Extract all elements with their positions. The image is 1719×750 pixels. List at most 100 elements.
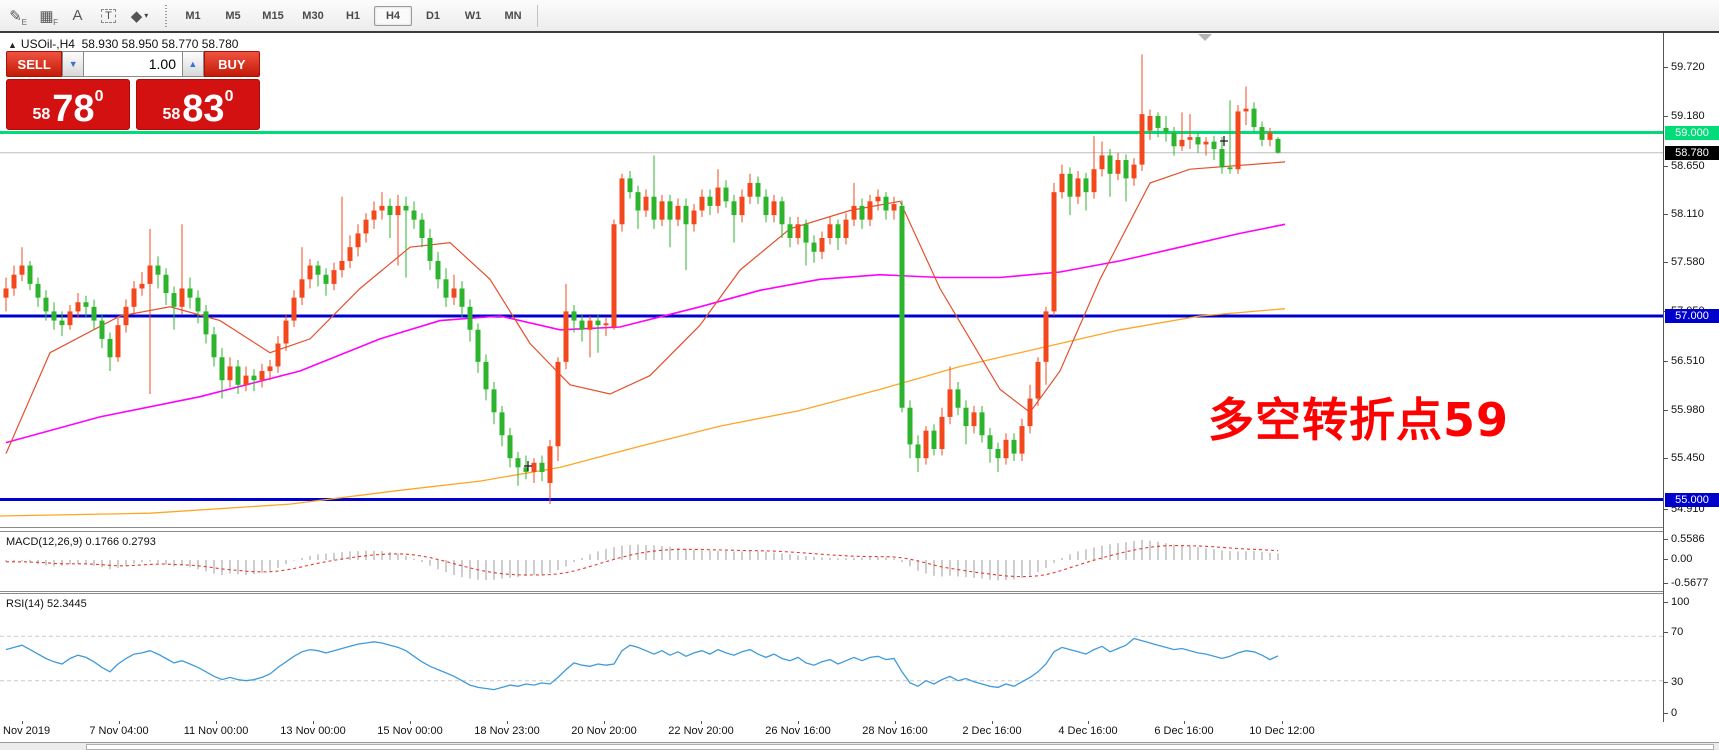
timeframe-button-w1[interactable]: W1 bbox=[464, 9, 482, 22]
candle-body bbox=[1075, 178, 1081, 197]
candle-body bbox=[403, 205, 409, 211]
macd-chart[interactable] bbox=[0, 532, 1663, 591]
timeframe-button-m1[interactable]: M1 bbox=[185, 9, 201, 22]
price-axis-label: 57.580 bbox=[1671, 256, 1705, 268]
collapse-triangle-icon[interactable]: ▲ bbox=[8, 40, 17, 50]
time-axis-label: 26 Nov 16:00 bbox=[765, 725, 831, 737]
price-axis-tick bbox=[1664, 67, 1668, 68]
candle-body bbox=[203, 311, 209, 335]
candle-body bbox=[459, 288, 465, 307]
candle-body bbox=[299, 279, 305, 298]
sell-price-box[interactable]: 58 78 0 bbox=[6, 79, 130, 130]
candle-body bbox=[651, 196, 657, 220]
timeframe-button-group: M1 M5 M15 M30 H1 H4 D1 W1 MN bbox=[173, 5, 533, 26]
candle-body bbox=[1131, 164, 1137, 179]
candle-body bbox=[267, 366, 273, 372]
time-axis-tick bbox=[798, 721, 799, 724]
sell-button[interactable]: SELL bbox=[6, 51, 63, 77]
price-axis-label: 59.720 bbox=[1671, 61, 1705, 73]
macd-axis-tick bbox=[1664, 583, 1668, 584]
candle-body bbox=[899, 205, 905, 408]
candle-body bbox=[595, 320, 601, 326]
candle-body bbox=[1235, 111, 1241, 170]
candle-body bbox=[747, 182, 753, 197]
candle-body bbox=[699, 196, 705, 211]
candle-body bbox=[1155, 116, 1161, 128]
candle-body bbox=[307, 265, 313, 280]
candle-body bbox=[995, 449, 1001, 459]
candle-body bbox=[131, 288, 137, 307]
candle-body bbox=[795, 224, 801, 239]
buy-button[interactable]: BUY bbox=[203, 51, 260, 77]
timeframe-button-mn[interactable]: MN bbox=[504, 9, 522, 22]
candle-body bbox=[715, 187, 721, 206]
candle-body bbox=[867, 201, 873, 220]
candle-body bbox=[51, 311, 57, 321]
shift-end-triangle-icon[interactable] bbox=[1198, 34, 1212, 41]
text-box-icon[interactable]: T bbox=[94, 3, 123, 28]
buy-price-box[interactable]: 58 83 0 bbox=[136, 79, 260, 130]
toolbar-grip[interactable] bbox=[165, 4, 167, 27]
candle-body bbox=[819, 238, 825, 252]
price-axis-tick bbox=[1664, 458, 1668, 459]
candle-body bbox=[1251, 108, 1257, 128]
candle-body bbox=[955, 389, 961, 408]
candle-body bbox=[627, 178, 633, 193]
shapes-icon[interactable]: ◆ ▾ bbox=[130, 7, 149, 25]
candle-body bbox=[1083, 178, 1089, 193]
main-chart-panel[interactable]: ▲ USOil-,H4 58.930 58.950 58.770 58.780 S… bbox=[0, 33, 1663, 528]
rsi-axis-label: 30 bbox=[1671, 676, 1684, 688]
candlestick-chart[interactable] bbox=[0, 33, 1663, 527]
price-axis-tick bbox=[1664, 214, 1668, 215]
timeframe-button-d1[interactable]: D1 bbox=[425, 9, 441, 22]
volume-input[interactable] bbox=[84, 51, 182, 77]
candle-body bbox=[707, 196, 713, 206]
candle-body bbox=[875, 196, 881, 202]
time-axis-label: 6 Dec 16:00 bbox=[1154, 725, 1214, 737]
time-axis-label: 20 Nov 20:00 bbox=[571, 725, 637, 737]
candle-body bbox=[667, 201, 673, 220]
time-axis-tick bbox=[119, 721, 120, 724]
candle-body bbox=[411, 210, 417, 220]
candle-body bbox=[731, 201, 737, 216]
volume-decrease-button[interactable]: ▼ bbox=[62, 51, 84, 77]
text-label-icon[interactable]: A bbox=[72, 7, 83, 24]
candle-body bbox=[387, 205, 393, 216]
candle-body bbox=[683, 205, 689, 225]
candle-body bbox=[155, 265, 161, 275]
scrollbar-handle[interactable] bbox=[86, 744, 1714, 750]
draw-pencil-icon[interactable]: ✎ E bbox=[9, 7, 27, 28]
rsi-label: RSI(14) 52.3445 bbox=[6, 598, 87, 610]
horizontal-scrollbar[interactable] bbox=[0, 742, 1719, 750]
timeframe-button-h1[interactable]: H1 bbox=[345, 9, 361, 22]
candle-body bbox=[379, 205, 385, 211]
price-tag-58.780: 58.780 bbox=[1665, 146, 1719, 160]
timeframe-button-m15[interactable]: M15 bbox=[262, 9, 284, 22]
candle-body bbox=[979, 412, 985, 436]
macd-signal-line bbox=[6, 545, 1279, 578]
candle-body bbox=[515, 458, 521, 468]
candle-body bbox=[99, 320, 105, 339]
fibo-grid-icon[interactable]: ▦ F bbox=[39, 7, 58, 28]
volume-increase-button[interactable]: ▲ bbox=[182, 51, 204, 77]
candle-body bbox=[291, 297, 297, 321]
rsi-chart[interactable] bbox=[0, 594, 1663, 722]
rsi-panel[interactable]: RSI(14) 52.3445 bbox=[0, 593, 1663, 723]
ma-line bbox=[0, 308, 1286, 517]
candle-body bbox=[915, 444, 921, 459]
candle-body bbox=[475, 329, 481, 362]
time-axis[interactable]: 5 Nov 2019 7 Nov 04:00 11 Nov 00:00 13 Nov … bbox=[0, 721, 1663, 742]
candle-body bbox=[11, 274, 17, 289]
candle-body bbox=[555, 361, 561, 447]
candle-body bbox=[763, 196, 769, 216]
macd-panel[interactable]: MACD(12,26,9) 0.1766 0.2793 bbox=[0, 531, 1663, 592]
candle-body bbox=[1139, 114, 1145, 165]
timeframe-button-h4[interactable]: H4 bbox=[374, 5, 412, 26]
ohlc-values: 58.930 58.950 58.770 58.780 bbox=[81, 37, 239, 51]
timeframe-button-m5[interactable]: M5 bbox=[225, 9, 241, 22]
price-axis-tick bbox=[1664, 116, 1668, 117]
timeframe-button-m30[interactable]: M30 bbox=[302, 9, 324, 22]
rsi-axis-tick bbox=[1664, 682, 1668, 683]
time-axis-tick bbox=[313, 721, 314, 724]
price-scale[interactable]: 59.72059.18058.65058.11057.58057.05056.5… bbox=[1663, 33, 1719, 722]
